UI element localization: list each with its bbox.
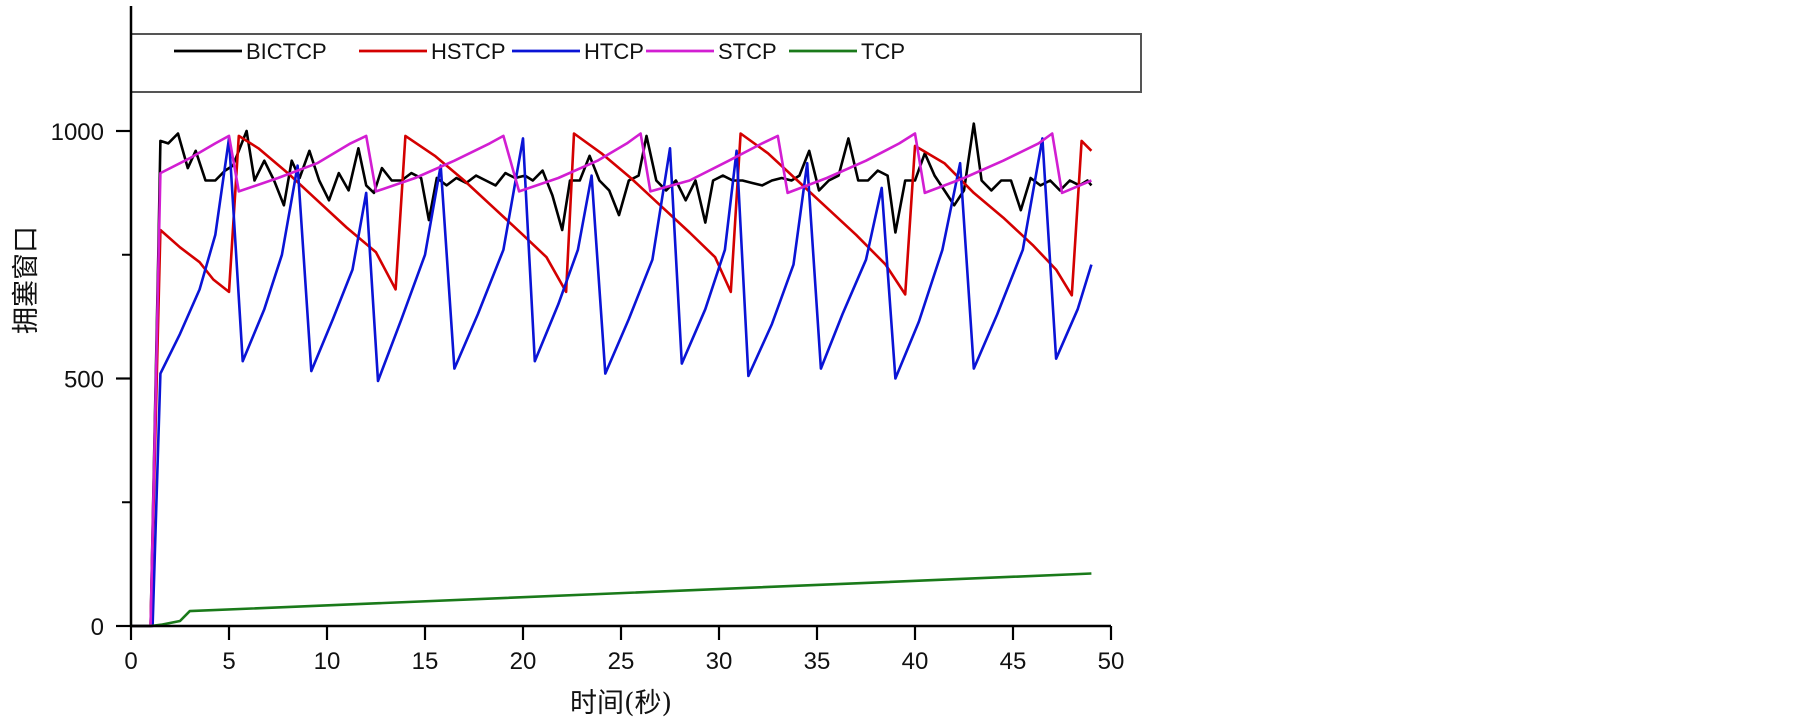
y-tick-label: 0	[91, 614, 104, 641]
legend-label-tcp: TCP	[861, 39, 905, 64]
legend-box	[130, 33, 1142, 93]
plot-lines	[131, 122, 1093, 628]
legend-label-stcp: STCP	[718, 39, 777, 64]
x-tick-label: 35	[804, 648, 831, 675]
legend-label-bictcp: BICTCP	[246, 39, 327, 64]
x-tick-label: 5	[222, 648, 235, 675]
x-axis-title: 时间(秒)	[570, 688, 672, 719]
x-tick-label: 45	[1000, 648, 1027, 675]
legend-label-hstcp: HSTCP	[431, 39, 506, 64]
series-line-bictcp	[131, 122, 1093, 628]
series-line-tcp	[131, 572, 1092, 628]
legend-label-htcp: HTCP	[584, 39, 644, 64]
series-line-htcp	[131, 137, 1093, 628]
series-line-hstcp	[131, 132, 1093, 628]
y-axis-title: 拥塞窗口	[11, 226, 42, 334]
x-tick-label: 50	[1098, 648, 1125, 675]
x-tick-label: 15	[412, 648, 439, 675]
y-tick-label: 1000	[51, 119, 104, 146]
x-tick-label: 25	[608, 648, 635, 675]
series-line-stcp	[131, 132, 1092, 628]
x-tick-label: 10	[314, 648, 341, 675]
x-tick-label: 30	[706, 648, 733, 675]
y-tick-label: 500	[64, 367, 104, 394]
y-ticks: 0 500 1000	[51, 119, 131, 641]
x-ticks: 0 5 10 15 20 25 30 35 40 45 50	[124, 626, 1124, 675]
x-tick-label: 0	[124, 648, 137, 675]
x-tick-label: 20	[510, 648, 537, 675]
legend: BICTCP HSTCP HTCP STCP TCP	[130, 33, 1142, 93]
legend-items: BICTCP HSTCP HTCP STCP TCP	[174, 39, 905, 64]
x-tick-label: 40	[902, 648, 929, 675]
